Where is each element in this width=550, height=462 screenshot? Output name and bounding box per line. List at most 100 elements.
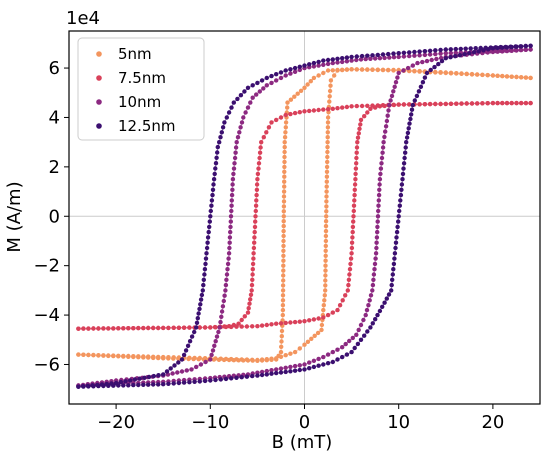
- data-point: [279, 328, 285, 334]
- data-point: [221, 298, 226, 304]
- data-point: [229, 192, 235, 198]
- data-point: [401, 68, 406, 73]
- data-point: [96, 353, 101, 358]
- data-point: [386, 108, 391, 113]
- data-point: [282, 164, 287, 170]
- data-point: [126, 326, 131, 331]
- data-point: [213, 339, 218, 344]
- data-point: [176, 380, 182, 386]
- data-point: [229, 376, 234, 381]
- data-point: [156, 373, 161, 378]
- data-point: [242, 314, 247, 319]
- data-point: [166, 325, 171, 331]
- data-point: [307, 108, 312, 114]
- data-point: [462, 52, 467, 57]
- data-point: [248, 292, 254, 297]
- data-point: [407, 102, 412, 107]
- data-point: [311, 364, 317, 370]
- data-point: [204, 245, 210, 251]
- data-point: [288, 364, 293, 370]
- data-point: [458, 46, 463, 52]
- data-point: [302, 85, 307, 91]
- data-point: [375, 219, 380, 224]
- data-point: [311, 358, 317, 363]
- data-point: [250, 277, 255, 282]
- data-point: [282, 140, 287, 145]
- data-point: [259, 140, 264, 145]
- data-point: [438, 51, 443, 56]
- data-point: [234, 140, 239, 145]
- data-point: [141, 354, 146, 359]
- data-point: [417, 68, 422, 74]
- legend-label: 10nm: [118, 93, 161, 111]
- data-point: [330, 106, 335, 112]
- data-point: [354, 332, 359, 337]
- data-point: [161, 382, 166, 387]
- data-point: [490, 100, 496, 106]
- data-point: [523, 100, 529, 106]
- data-point: [250, 261, 256, 267]
- data-point: [523, 43, 528, 49]
- data-point: [302, 367, 307, 372]
- data-point: [283, 369, 288, 375]
- data-point: [151, 325, 156, 331]
- data-point: [219, 314, 224, 319]
- data-point: [400, 171, 406, 177]
- data-point: [121, 353, 126, 359]
- data-point: [274, 356, 279, 361]
- data-point: [187, 339, 193, 344]
- data-point: [324, 214, 329, 219]
- data-point: [340, 67, 345, 73]
- data-point: [405, 65, 411, 71]
- data-point: [359, 53, 365, 59]
- data-point: [325, 159, 330, 165]
- data-point: [483, 45, 488, 50]
- data-point: [352, 187, 357, 192]
- data-point: [247, 301, 252, 306]
- data-point: [323, 253, 328, 258]
- data-point: [355, 140, 360, 145]
- data-point: [228, 229, 233, 235]
- data-point: [121, 326, 126, 331]
- data-point: [394, 235, 399, 240]
- data-point: [279, 339, 284, 344]
- data-point: [335, 68, 340, 73]
- data-point: [349, 54, 354, 60]
- data-point: [132, 377, 138, 382]
- data-point: [204, 251, 209, 256]
- data-point: [377, 56, 383, 61]
- data-point: [328, 83, 333, 88]
- data-point: [396, 51, 401, 56]
- data-point: [281, 263, 286, 268]
- data-point: [251, 251, 256, 256]
- data-point: [420, 80, 426, 85]
- data-point: [412, 49, 417, 55]
- data-point: [269, 322, 274, 327]
- data-point: [279, 344, 284, 349]
- data-point: [217, 325, 222, 330]
- data-point: [395, 75, 400, 80]
- data-point: [351, 219, 356, 224]
- data-point: [264, 372, 269, 377]
- data-point: [495, 73, 500, 79]
- data-point: [283, 125, 288, 130]
- data-point: [203, 261, 208, 267]
- data-point: [250, 357, 255, 362]
- data-point: [106, 326, 111, 331]
- data-point: [340, 354, 345, 360]
- data-point: [376, 208, 381, 214]
- data-point: [325, 130, 330, 135]
- data-point: [363, 56, 368, 62]
- data-point: [509, 74, 514, 79]
- data-point: [171, 325, 176, 330]
- data-point: [324, 204, 329, 209]
- data-point: [283, 73, 288, 78]
- data-point: [353, 166, 359, 171]
- y-axis-label: M (A/m): [4, 181, 25, 252]
- data-point: [377, 104, 383, 109]
- data-point: [208, 325, 213, 330]
- data-point: [367, 298, 372, 303]
- data-point: [280, 293, 286, 298]
- data-point: [398, 192, 404, 198]
